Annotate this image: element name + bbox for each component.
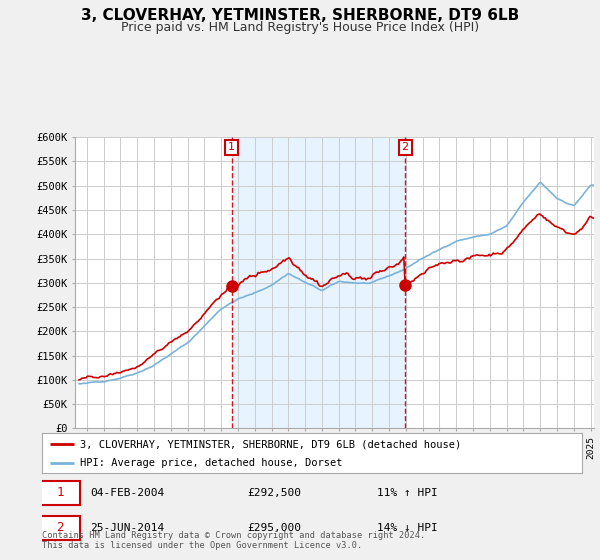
Text: 1: 1 <box>228 142 235 152</box>
Text: 25-JUN-2014: 25-JUN-2014 <box>91 523 165 533</box>
Text: £292,500: £292,500 <box>247 488 301 498</box>
Text: 14% ↓ HPI: 14% ↓ HPI <box>377 523 437 533</box>
Text: 11% ↑ HPI: 11% ↑ HPI <box>377 488 437 498</box>
Bar <box>232 137 405 428</box>
FancyBboxPatch shape <box>40 516 80 540</box>
Text: Price paid vs. HM Land Registry's House Price Index (HPI): Price paid vs. HM Land Registry's House … <box>121 21 479 34</box>
Text: Contains HM Land Registry data © Crown copyright and database right 2024.
This d: Contains HM Land Registry data © Crown c… <box>42 530 425 550</box>
Text: 1: 1 <box>56 486 64 500</box>
Text: 3, CLOVERHAY, YETMINSTER, SHERBORNE, DT9 6LB: 3, CLOVERHAY, YETMINSTER, SHERBORNE, DT9… <box>81 8 519 24</box>
Text: 2: 2 <box>401 142 409 152</box>
Text: HPI: Average price, detached house, Dorset: HPI: Average price, detached house, Dors… <box>80 458 342 468</box>
Text: 3, CLOVERHAY, YETMINSTER, SHERBORNE, DT9 6LB (detached house): 3, CLOVERHAY, YETMINSTER, SHERBORNE, DT9… <box>80 439 461 449</box>
Text: 2: 2 <box>56 521 64 534</box>
Text: £295,000: £295,000 <box>247 523 301 533</box>
Text: 04-FEB-2004: 04-FEB-2004 <box>91 488 165 498</box>
FancyBboxPatch shape <box>40 481 80 505</box>
